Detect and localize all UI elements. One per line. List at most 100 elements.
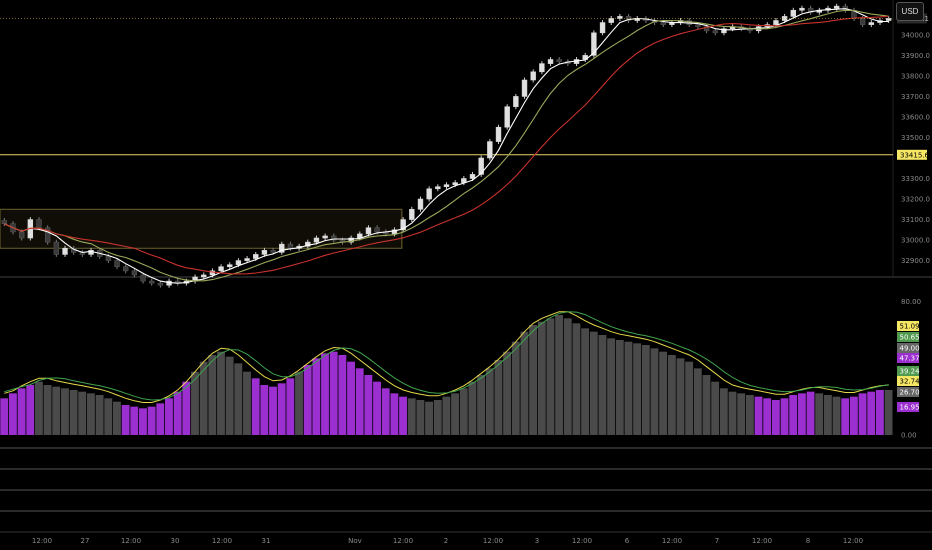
histogram-bar (598, 335, 607, 435)
histogram-bar (823, 395, 832, 435)
histogram-bar (572, 323, 581, 435)
histogram-bar (555, 315, 564, 435)
candle-body (1, 220, 8, 224)
histogram-bar (173, 391, 182, 435)
histogram-bar (875, 390, 884, 435)
moving-average-line (4, 15, 889, 275)
candle-body (227, 264, 233, 268)
candle-body (435, 186, 441, 190)
histogram-bar (295, 371, 303, 435)
candle-body (391, 229, 398, 235)
histogram-bar (225, 356, 234, 435)
histogram-bar (494, 360, 503, 435)
price-tick-label: 33500.0 (901, 134, 930, 142)
histogram-bar (520, 331, 529, 435)
price-tick-label: 33800.0 (901, 72, 930, 80)
candle-body (513, 96, 519, 107)
histogram-bar (511, 341, 520, 435)
time-tick-label: 12:00 (843, 537, 863, 545)
indicator-value-label: 16.95 (900, 404, 920, 412)
histogram-bar (17, 388, 26, 435)
histogram-bar (52, 386, 61, 435)
histogram-bar (841, 398, 850, 435)
histogram-bar (338, 355, 347, 435)
currency-button[interactable]: USD (896, 2, 924, 21)
candle-body (201, 274, 207, 278)
candle-body (521, 79, 528, 97)
candle-body (695, 24, 701, 27)
candle-body (409, 208, 415, 220)
histogram-bar (468, 381, 477, 435)
candle-body (209, 270, 216, 276)
histogram-bar (685, 361, 694, 435)
histogram-bar (269, 386, 277, 435)
moving-average-line (4, 9, 889, 282)
histogram-bar (633, 343, 642, 435)
candle-body (547, 59, 554, 64)
candle-body (331, 235, 337, 241)
histogram-bar (477, 375, 486, 435)
candle-body (114, 260, 120, 268)
time-axis[interactable]: 12:00 27 12:00 30 12:00 31 Nov 12:00 2 12:00 3 12:0… (0, 531, 932, 545)
candle-body (781, 16, 788, 21)
indicator-value-label: 47.37 (900, 355, 920, 363)
histogram-bar (433, 400, 442, 435)
candle-body (712, 30, 718, 34)
histogram-bar (312, 358, 321, 435)
oscillator-pane[interactable]: 80.00 0.00 51.09 50.65 49.00 47.37 39.24 32.74 2… (0, 298, 932, 512)
oscillator-line (4, 311, 889, 401)
candle-body (495, 126, 502, 142)
histogram-bar (659, 351, 668, 435)
time-tick-label: 12:00 (572, 537, 592, 545)
candle-body (469, 174, 476, 179)
histogram-bar (78, 391, 87, 435)
candle-body (270, 250, 276, 253)
candle-body (426, 188, 432, 200)
candle-body (478, 157, 484, 175)
histogram-bar (537, 321, 546, 435)
histogram-bar (121, 405, 130, 435)
histogram-bar (624, 341, 633, 435)
histogram-bar (416, 400, 425, 435)
indicator-value-badge (897, 366, 919, 376)
candle-body (62, 247, 68, 255)
indicator-value-badge (897, 402, 919, 412)
histogram-bar (485, 368, 494, 435)
oscillator-tick-label: 0.00 (901, 432, 917, 440)
candle-body (773, 20, 779, 25)
indicator-value-label: 51.09 (900, 323, 920, 331)
price-tick-label: 33100.0 (901, 216, 930, 224)
histogram-bar (165, 398, 173, 435)
histogram-bar (806, 391, 815, 435)
candle-body (487, 141, 493, 159)
candle-body (608, 18, 614, 23)
candle-body (18, 231, 25, 239)
histogram-bar (425, 401, 433, 435)
candle-body (53, 241, 60, 255)
histogram-bar (815, 393, 824, 435)
price-tick-label: 33300.0 (901, 175, 930, 183)
histogram-bar (364, 375, 373, 435)
histogram-bar (780, 398, 789, 435)
histogram-bar (95, 395, 104, 435)
candle-body (313, 237, 320, 243)
histogram-bar (771, 400, 780, 435)
histogram-bar (0, 398, 9, 435)
histogram-bar (234, 363, 243, 435)
candle-body (244, 258, 250, 261)
time-tick-label: 12:00 (752, 537, 772, 545)
time-tick-label: 27 (81, 537, 90, 545)
histogram-bar (321, 353, 329, 435)
candle-body (617, 16, 623, 19)
candle-body (140, 274, 146, 282)
candle-body (868, 22, 875, 25)
histogram-bar (399, 396, 407, 435)
time-tick-label: 6 (625, 537, 630, 545)
histogram-bar (34, 381, 43, 435)
histogram-bar (832, 396, 841, 435)
candle-body (149, 280, 155, 284)
candle-body (799, 7, 805, 11)
histogram-bar (789, 395, 798, 435)
price-pane[interactable]: 34000.0 33900.0 33800.0 33700.0 33600.0 33500… (0, 0, 932, 288)
